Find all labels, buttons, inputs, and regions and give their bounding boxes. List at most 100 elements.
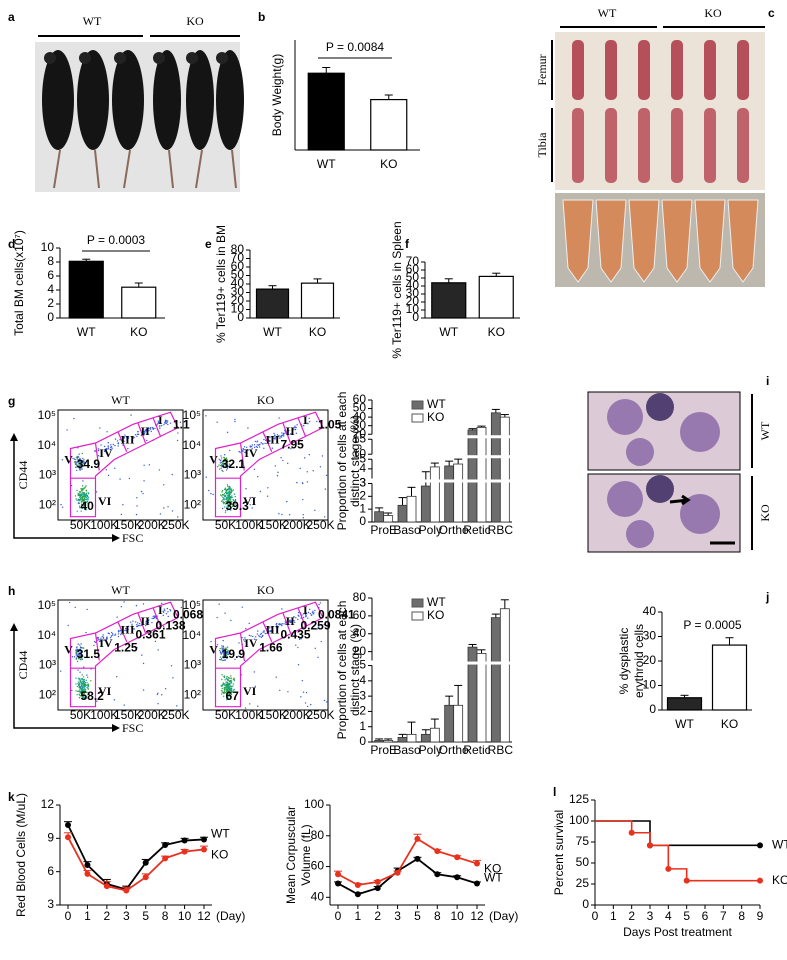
event-dot: [107, 446, 110, 448]
event-dot: [317, 625, 320, 627]
event-dot: [284, 623, 287, 625]
gate-percent: 7.95: [281, 437, 305, 451]
y-tick-label: 0: [47, 310, 54, 324]
event-dot: [80, 693, 83, 695]
y-axis-label: distinct stage (%): [348, 415, 362, 507]
bar: [383, 740, 394, 743]
event-dot: [77, 460, 80, 462]
event-dot: [287, 623, 290, 626]
panel-letter: h: [8, 584, 15, 598]
event-dot: [81, 500, 83, 502]
event-dot: [80, 687, 82, 689]
x-axis-label: FSC: [122, 531, 143, 545]
bar: [444, 704, 455, 743]
event-dot: [127, 437, 130, 439]
point: [84, 862, 91, 868]
event-dot: [84, 504, 87, 506]
event-dot: [60, 670, 62, 672]
gate: [69, 411, 179, 518]
event-dot: [78, 683, 81, 685]
event-dot: [242, 447, 244, 450]
event-dot: [234, 499, 237, 501]
bar: [374, 740, 385, 743]
event-dot: [80, 685, 82, 687]
axis-break: [369, 455, 512, 459]
event-dot: [224, 511, 227, 513]
x-tick-label: 250K: [161, 518, 189, 532]
event-dot: [221, 457, 223, 459]
y-tick-label: 100: [569, 813, 589, 827]
event-dot: [77, 456, 80, 458]
event-dot: [210, 492, 212, 495]
event-dot: [77, 459, 79, 461]
event-dot: [81, 452, 84, 455]
event-dot: [117, 635, 120, 638]
event-dot: [291, 633, 294, 636]
x-tick-label: KO: [130, 325, 147, 339]
event-dot: [297, 664, 300, 666]
event-dot: [221, 465, 223, 467]
x-tick-label: 12: [470, 909, 484, 923]
event-dot: [279, 623, 282, 625]
x-tick-label: RBC: [488, 743, 514, 757]
event-dot: [226, 488, 229, 491]
event-dot: [229, 683, 231, 686]
x-tick-label: KO: [309, 325, 326, 339]
legend-swatch: [411, 413, 424, 423]
event-dot: [167, 611, 169, 613]
event-dot: [243, 449, 245, 451]
x-tick-label: KO: [488, 325, 505, 339]
x-tick-label: 50K: [215, 518, 236, 532]
event-dot: [82, 493, 85, 496]
event-dot: [80, 654, 82, 657]
event-dot: [297, 611, 300, 614]
event-dot: [279, 436, 281, 438]
event-dot: [230, 492, 232, 494]
event-dot: [223, 457, 226, 459]
event-dot: [278, 435, 280, 437]
event-dot: [163, 507, 165, 509]
event-dot: [306, 481, 309, 483]
event-dot: [300, 696, 302, 698]
event-dot: [164, 419, 167, 422]
gate-stage: VI: [243, 494, 257, 508]
mouse: [77, 50, 109, 150]
event-dot: [259, 443, 261, 446]
event-dot: [84, 501, 86, 503]
event-dot: [81, 682, 83, 685]
y-tick-label: 80: [353, 590, 367, 604]
event-dot: [264, 632, 267, 635]
bar: [374, 511, 385, 523]
event-dot: [229, 449, 231, 452]
event-dot: [136, 647, 138, 649]
event-dot: [274, 465, 277, 467]
event-dot: [82, 501, 85, 503]
x-tick-label: 5: [142, 909, 149, 923]
event-dot: [261, 443, 264, 445]
row-label: WT: [758, 421, 772, 440]
legend-swatch: [411, 400, 424, 410]
point: [181, 848, 188, 855]
event-dot: [313, 612, 315, 614]
bar: [121, 286, 157, 319]
event-dot: [323, 623, 326, 626]
event-dot: [165, 612, 168, 615]
point: [374, 885, 381, 892]
event-dot: [221, 678, 223, 681]
event-dot: [318, 603, 320, 606]
y-tick-label: 6: [47, 268, 54, 282]
bar: [420, 733, 431, 743]
event-dot: [276, 434, 279, 436]
event-dot: [132, 627, 134, 630]
event-dot: [83, 688, 86, 690]
event-dot: [251, 496, 253, 499]
y-tick-label: 70: [406, 254, 420, 268]
event-dot: [82, 499, 85, 502]
x-tick-label: 8: [162, 909, 169, 923]
event-dot: [296, 424, 298, 426]
gate-percent: 31.5: [77, 647, 101, 661]
event-dot: [162, 625, 165, 628]
event-dot: [154, 427, 156, 430]
event-dot: [277, 626, 279, 629]
y-tick-label: 10³: [184, 468, 201, 482]
